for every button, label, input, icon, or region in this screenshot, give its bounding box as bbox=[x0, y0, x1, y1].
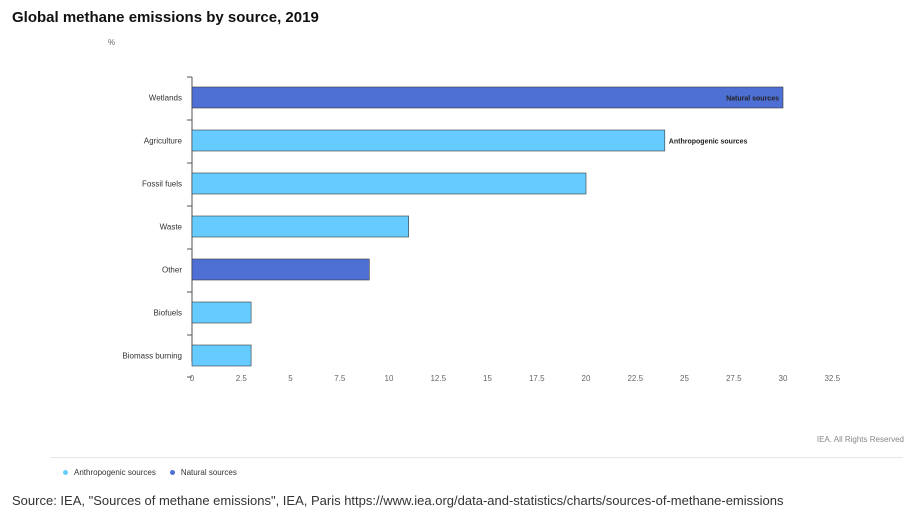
x-tick-label: 30 bbox=[779, 374, 788, 383]
copyright-notice: IEA. All Rights Reserved bbox=[816, 435, 904, 444]
category-label: Other bbox=[162, 266, 182, 275]
category-label: Biofuels bbox=[154, 309, 182, 318]
bar-wetlands bbox=[191, 86, 784, 109]
legend-dot-anthropogenic bbox=[63, 470, 68, 475]
x-tick-label: 17.5 bbox=[529, 374, 545, 383]
x-tick-label: 20 bbox=[582, 374, 591, 383]
x-tick-label: 12.5 bbox=[430, 374, 446, 383]
category-label: Biomass burning bbox=[122, 352, 182, 361]
bar-biofuels bbox=[191, 301, 252, 324]
legend: Anthropogenic sources Natural sources bbox=[63, 468, 251, 477]
bar-biomass-burning bbox=[191, 344, 252, 367]
x-tick-label: 32.5 bbox=[824, 374, 840, 383]
x-tick-label: 25 bbox=[680, 374, 689, 383]
category-label: Agriculture bbox=[144, 137, 183, 146]
bar-chart: Wetlands Agriculture Fossil fuels Waste Othe… bbox=[122, 76, 841, 383]
category-label: Fossil fuels bbox=[142, 180, 182, 189]
source-note: Source: IEA, "Sources of methane emissio… bbox=[12, 493, 784, 508]
legend-label-natural: Natural sources bbox=[180, 468, 237, 477]
x-tick-label: 0 bbox=[190, 374, 195, 383]
bar-other bbox=[191, 258, 370, 281]
x-tick-label: 2.5 bbox=[236, 374, 248, 383]
x-tick-label: 27.5 bbox=[726, 374, 742, 383]
x-tick-label: 7.5 bbox=[334, 374, 346, 383]
category-label: Wetlands bbox=[149, 94, 182, 103]
x-tick-label: 22.5 bbox=[627, 374, 643, 383]
category-label: Waste bbox=[160, 223, 183, 232]
legend-item-anthropogenic: Anthropogenic sources bbox=[63, 468, 156, 477]
bar-annotation: Anthropogenic sources bbox=[669, 139, 748, 146]
bar-agriculture bbox=[191, 129, 666, 152]
chart-title: Global methane emissions by source, 2019 bbox=[12, 9, 319, 26]
x-tick-label: 15 bbox=[483, 374, 492, 383]
bar-waste bbox=[191, 215, 409, 238]
x-tick-label: 5 bbox=[288, 374, 293, 383]
legend-item-natural: Natural sources bbox=[169, 468, 237, 477]
divider bbox=[50, 457, 903, 458]
unit-label: % bbox=[108, 38, 116, 47]
bar-fossil-fuels bbox=[191, 172, 587, 195]
bar-annotation: Natural sources bbox=[726, 96, 779, 103]
legend-label-anthropogenic: Anthropogenic sources bbox=[74, 468, 156, 477]
x-tick-label: 10 bbox=[385, 374, 394, 383]
legend-dot-natural bbox=[169, 470, 175, 475]
